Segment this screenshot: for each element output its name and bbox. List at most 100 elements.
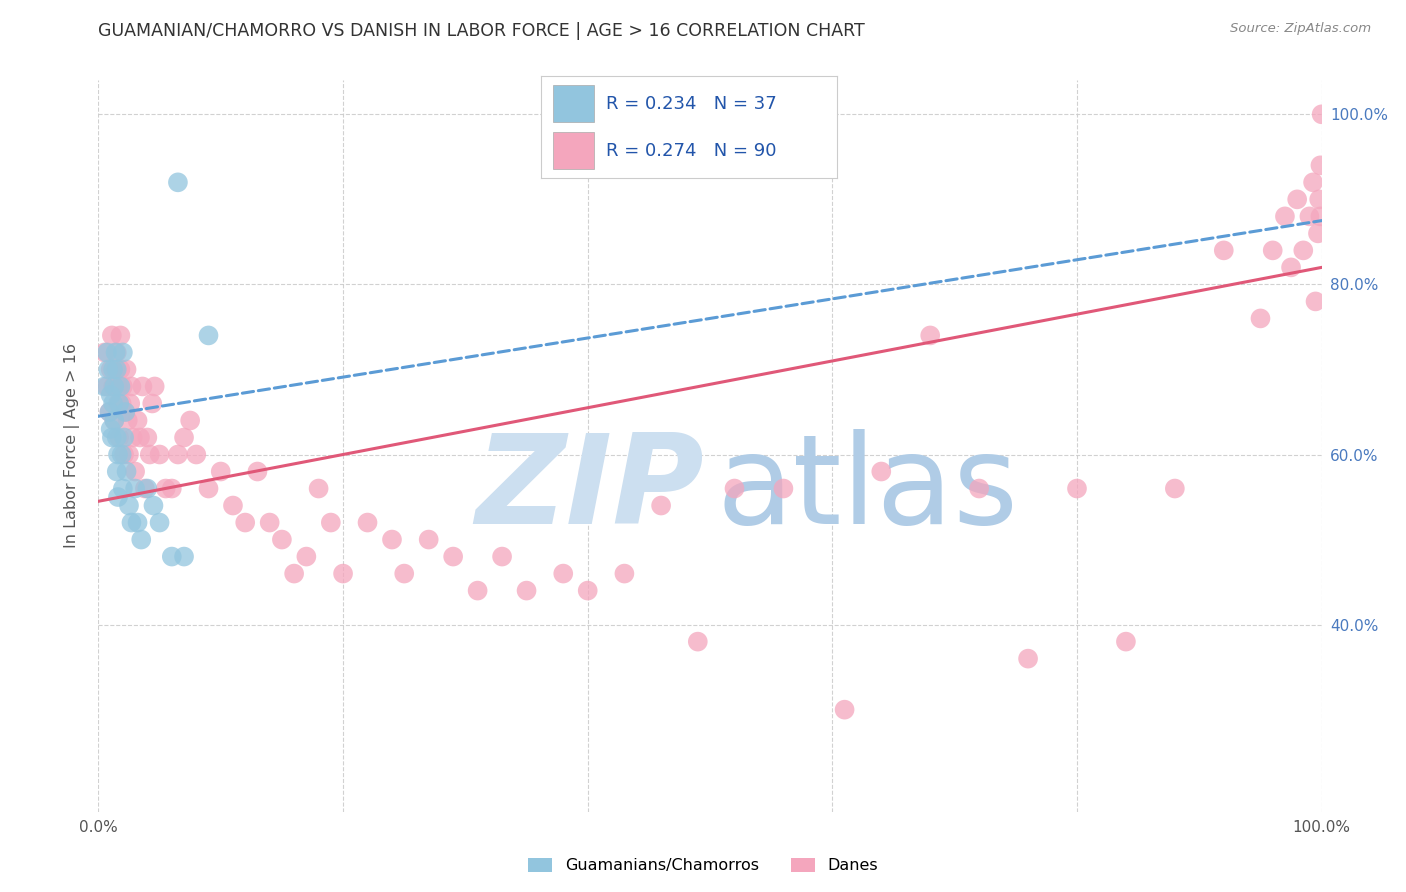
Point (1261, 244, 1284, 258)
Point (129, 430, 152, 444)
Point (107, 379, 129, 393)
Point (111, 345, 134, 359)
Point (233, 516, 256, 530)
Point (356, 516, 378, 530)
Point (103, 413, 125, 427)
Point (197, 328, 219, 343)
Point (111, 379, 134, 393)
Point (515, 583, 537, 598)
Y-axis label: In Labor Force | Age > 16: In Labor Force | Age > 16 (63, 343, 80, 549)
Point (120, 379, 142, 393)
Point (1308, 192, 1330, 206)
Point (1305, 294, 1327, 309)
Point (98, 405, 121, 419)
Point (108, 396, 131, 410)
Point (283, 566, 305, 581)
Point (179, 413, 201, 427)
Point (101, 430, 124, 444)
Point (111, 448, 134, 462)
Text: R = 0.274   N = 90: R = 0.274 N = 90 (606, 142, 776, 160)
Point (101, 328, 124, 343)
Point (149, 516, 172, 530)
Point (110, 328, 132, 343)
Point (136, 430, 159, 444)
Point (110, 379, 132, 393)
Point (149, 448, 172, 462)
Point (100, 422, 122, 436)
Point (1306, 227, 1329, 241)
Point (381, 533, 404, 547)
Point (1310, 107, 1333, 121)
Point (142, 499, 165, 513)
Point (553, 566, 575, 581)
Point (100, 388, 122, 402)
Point (1309, 158, 1331, 172)
Text: atlas: atlas (716, 429, 1018, 550)
Point (107, 490, 129, 504)
Point (93, 379, 115, 393)
Bar (553, 85, 595, 122)
Point (186, 448, 208, 462)
Point (308, 482, 330, 496)
Point (124, 465, 146, 479)
Point (392, 566, 416, 581)
Text: Source: ZipAtlas.com: Source: ZipAtlas.com (1230, 22, 1371, 36)
Point (124, 482, 146, 496)
Point (120, 396, 142, 410)
Point (686, 634, 709, 648)
Point (1249, 311, 1271, 326)
Point (209, 465, 232, 479)
Point (167, 448, 190, 462)
Point (114, 405, 136, 419)
Point (112, 448, 135, 462)
Point (131, 379, 153, 393)
Point (332, 566, 354, 581)
Point (834, 703, 856, 717)
Point (127, 516, 149, 530)
Point (222, 499, 245, 513)
Bar (553, 132, 595, 169)
Point (121, 430, 143, 444)
Point (136, 482, 159, 496)
Point (467, 583, 489, 598)
Point (1115, 634, 1137, 648)
Point (576, 583, 599, 598)
Point (103, 379, 125, 393)
Point (418, 533, 440, 547)
Point (104, 345, 127, 359)
Point (295, 549, 318, 564)
Text: GUAMANIAN/CHAMORRO VS DANISH IN LABOR FORCE | AGE > 16 CORRELATION CHART: GUAMANIAN/CHAMORRO VS DANISH IN LABOR FO… (98, 22, 865, 40)
Point (1309, 210, 1331, 224)
Point (259, 516, 281, 530)
Point (772, 482, 794, 496)
Point (1298, 210, 1320, 224)
Point (120, 516, 142, 530)
Point (650, 499, 672, 513)
Point (1164, 482, 1187, 496)
Point (105, 430, 128, 444)
Point (117, 413, 139, 427)
Point (1017, 651, 1039, 665)
Point (319, 516, 342, 530)
Point (1212, 244, 1234, 258)
Point (111, 482, 134, 496)
Point (104, 362, 127, 376)
Point (270, 533, 294, 547)
Point (93, 345, 115, 359)
Point (127, 413, 149, 427)
Point (160, 549, 183, 564)
Point (173, 430, 195, 444)
Point (160, 482, 183, 496)
Point (143, 379, 166, 393)
Point (118, 448, 141, 462)
Point (111, 396, 134, 410)
Point (870, 465, 893, 479)
Point (115, 362, 138, 376)
Point (98, 405, 121, 419)
Point (105, 362, 128, 376)
Point (115, 465, 138, 479)
Point (103, 413, 125, 427)
Point (613, 566, 636, 581)
Point (167, 175, 190, 189)
Point (97, 362, 120, 376)
